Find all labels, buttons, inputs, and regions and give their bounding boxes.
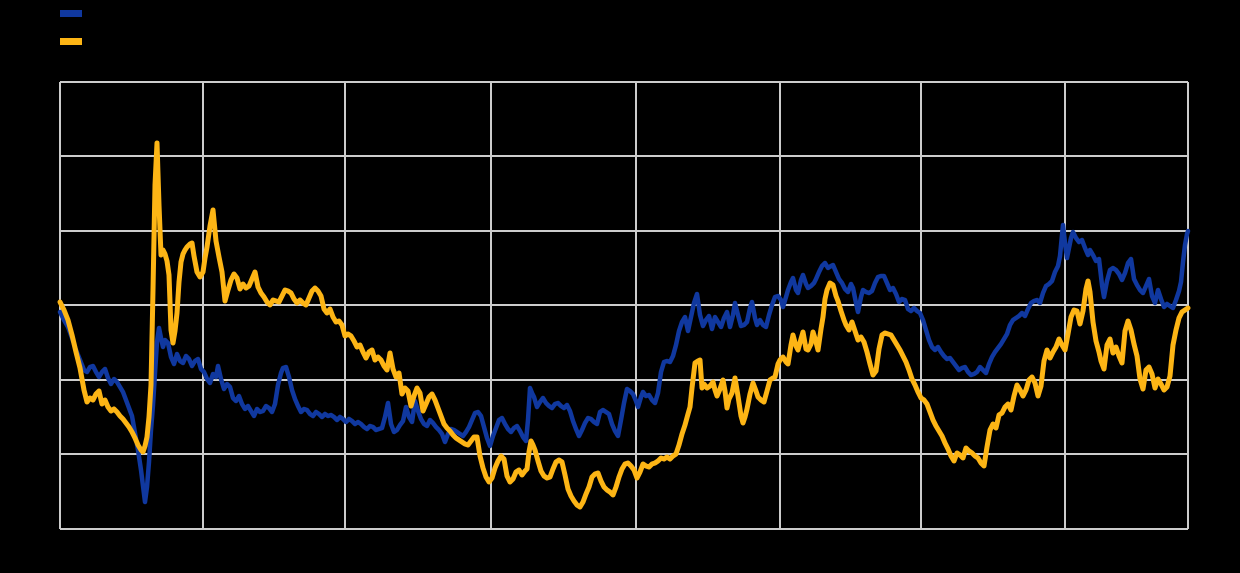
gold-series-line bbox=[57, 140, 1191, 510]
blue-series-line bbox=[57, 222, 1191, 505]
series-lines bbox=[57, 140, 1191, 510]
chart-legend bbox=[60, 10, 180, 66]
legend-swatch-gold-series bbox=[60, 38, 82, 45]
grid-lines bbox=[59, 81, 1189, 530]
legend-swatch-blue-series bbox=[60, 10, 82, 17]
